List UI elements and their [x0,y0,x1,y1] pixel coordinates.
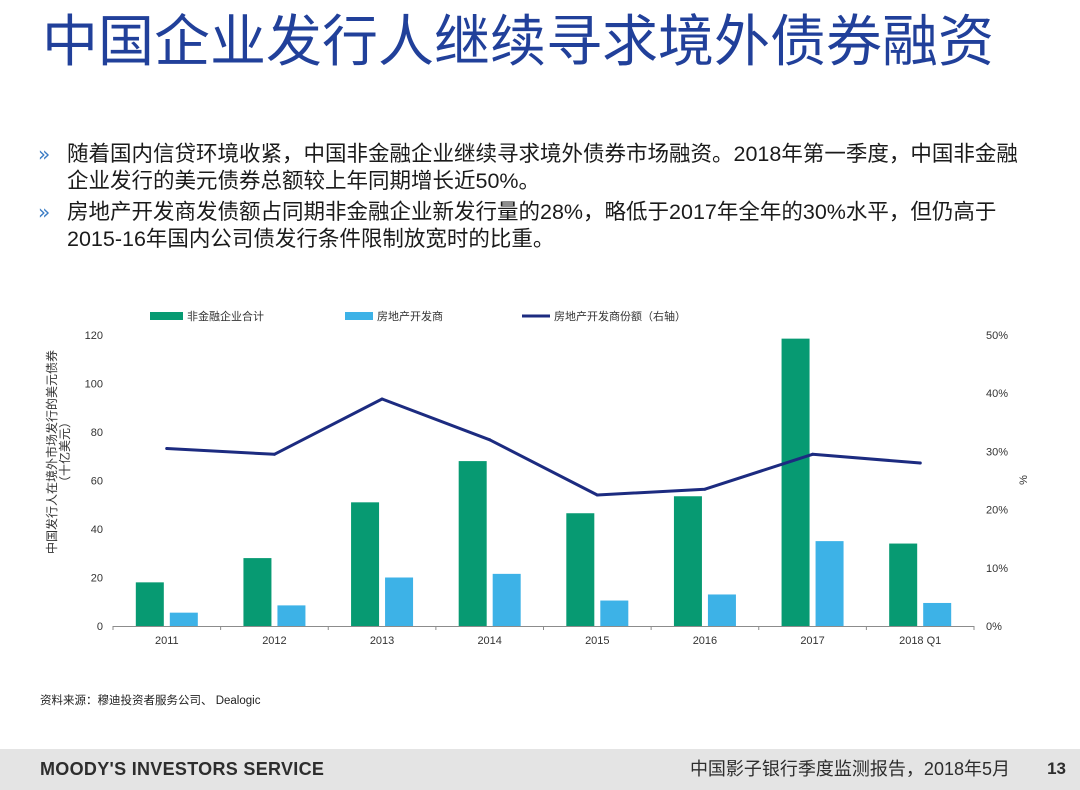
y2-axis-title: % [1018,475,1030,485]
bar-non-financial-total [243,558,272,626]
bar-property-developers [277,605,306,626]
bar-property-developers [815,541,844,626]
bar-non-financial-total [673,496,702,626]
bullet-item: » 房地产开发商发债额占同期非金融企业新发行量的28%，略低于2017年全年的3… [38,199,1018,253]
x-axis-tick-label: 2015 [585,635,609,647]
bar-non-financial-total [889,543,918,626]
line-point-property-share [380,397,384,401]
bar-property-developers [169,612,198,626]
legend-label-non-financial-total: 非金融企业合计 [187,309,264,323]
line-point-property-share [272,452,276,456]
x-axis-tick-label: 2012 [262,635,286,647]
line-point-property-share [595,493,599,497]
bond-issuance-chart: 0 20 40 60 80 100 120 0% 10% 20% 30% 40% 50% 中国发行人在境外… [44,309,1030,647]
x-axis-tick-label: 2018 Q1 [899,635,941,647]
legend-swatch-non-financial-total [150,312,183,320]
bar-non-financial-total [781,338,810,626]
y-axis-tick-label: 80 [91,427,103,439]
bullet-line: 2015-16年国内公司债发行条件限制放宽时的比重。 [67,227,555,251]
bullet-list: » 随着国内信贷环境收紧，中国非金融企业继续寻求境外债券市场融资。2018年第一… [38,141,1018,257]
source-note: 资料来源：穆迪投资者服务公司、 Dealogic [40,695,261,707]
y-axis-tick-label: 40 [91,524,103,536]
legend-swatch-property-developers [345,312,373,320]
legend-label-property-developers: 房地产开发商 [377,309,443,323]
bar-non-financial-total [458,461,487,626]
bullet-line: 企业发行的美元债券总额较上年同期增长近50%。 [67,169,541,193]
legend-label-property-share: 房地产开发商份额（右轴） [554,309,686,323]
bar-property-developers [492,573,521,626]
x-axis-tick-label: 2013 [370,635,394,647]
y-axis-tick-label: 120 [85,330,103,342]
bar-property-developers [600,600,629,626]
y-axis-tick-label: 20 [91,573,103,585]
line-point-property-share [918,461,922,465]
bar-property-developers [707,594,736,626]
bar-property-developers [385,577,414,626]
bullet-marker-icon: » [38,200,51,224]
y2-axis-tick-label: 0% [986,621,1002,633]
brand-logo-text: MOODY'S INVESTORS SERVICE [40,759,325,779]
y2-axis-tick-label: 20% [986,505,1008,517]
bullet-item: » 随着国内信贷环境收紧，中国非金融企业继续寻求境外债券市场融资。2018年第一… [38,141,1018,195]
y2-axis-tick-label: 40% [986,388,1008,400]
bar-non-financial-total [566,513,595,626]
y-axis-tick-label: 60 [91,476,103,488]
footer: MOODY'S INVESTORS SERVICE 中国影子银行季度监测报告，2… [0,749,1080,790]
bullet-line: 房地产开发商发债额占同期非金融企业新发行量的28%，略低于2017年全年的30%… [67,200,997,224]
bar-non-financial-total [351,502,380,626]
line-point-property-share [488,438,492,442]
slide-title: 中国企业发行人继续寻求境外债券融资 [42,10,994,73]
report-title: 中国影子银行季度监测报告，2018年5月 [689,759,1010,779]
bullet-text: 房地产开发商发债额占同期非金融企业新发行量的28%，略低于2017年全年的30%… [67,199,996,253]
x-axis-tick-label: 2016 [693,635,717,647]
x-axis-tick-label: 2014 [477,635,501,647]
y2-axis-tick-label: 30% [986,446,1008,458]
line-point-property-share [811,452,815,456]
x-axis-tick-label: 2011 [155,635,179,647]
y2-axis-tick-label: 50% [986,330,1008,342]
y2-axis-tick-label: 10% [986,563,1008,575]
y-axis-tick-label: 100 [85,379,103,391]
line-point-property-share [703,487,707,491]
bullet-marker-icon: » [38,142,51,166]
y-axis-title-unit: （十亿美元） [57,416,72,488]
x-axis-tick-label: 2017 [800,635,824,647]
y-axis-tick-label: 0 [97,621,103,633]
line-point-property-share [165,446,169,450]
bullet-text: 随着国内信贷环境收紧，中国非金融企业继续寻求境外债券市场融资。2018年第一季度… [67,141,1018,195]
y-axis-title: 中国发行人在境外市场发行的美元债券 [44,350,59,554]
bullet-line: 随着国内信贷环境收紧，中国非金融企业继续寻求境外债券市场融资。2018年第一季度… [67,142,1018,166]
line-property-share [165,397,922,497]
bar-property-developers [923,602,952,626]
page-number: 13 [1047,759,1066,778]
bar-non-financial-total [135,582,164,626]
